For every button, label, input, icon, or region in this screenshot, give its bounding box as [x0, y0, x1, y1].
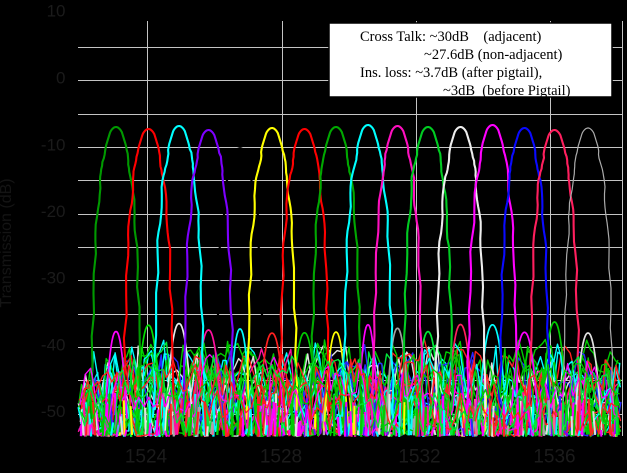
svg-text:-40: -40: [41, 336, 66, 355]
svg-text:1536: 1536: [533, 447, 575, 468]
svg-text:Ins. loss: ~3.7dB (after pigta: Ins. loss: ~3.7dB (after pigtail),: [360, 65, 542, 81]
svg-text:-30: -30: [41, 269, 66, 288]
svg-text:Transmission (dB): Transmission (dB): [0, 178, 15, 307]
svg-text:Cross Talk: ~30dB (adjacent: Cross Talk: ~30dB (adjacent): [360, 29, 542, 45]
svg-text:1528: 1528: [260, 447, 302, 468]
svg-text:0: 0: [56, 69, 65, 88]
svg-text:~27.6dB (non-adjacent): ~27.6dB (non-adjacent): [424, 47, 562, 63]
svg-text:-20: -20: [41, 202, 66, 221]
svg-text:-50: -50: [41, 402, 66, 421]
svg-text:-10: -10: [41, 136, 66, 155]
svg-text:1532: 1532: [398, 447, 440, 468]
svg-text:10: 10: [47, 2, 66, 21]
svg-text:1524: 1524: [125, 447, 168, 468]
svg-text:~3dB (before Pigtail): ~3dB (before Pigtail): [443, 83, 571, 99]
